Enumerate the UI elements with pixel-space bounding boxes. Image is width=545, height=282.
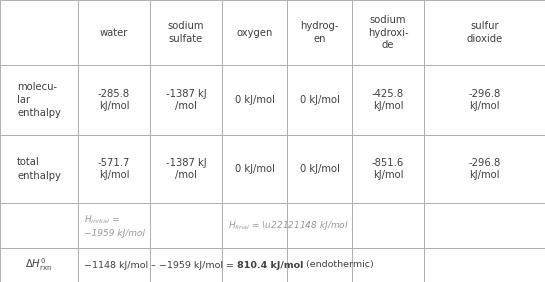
Text: 0 kJ/mol: 0 kJ/mol	[300, 95, 340, 105]
Text: sodium
hydroxi-
de: sodium hydroxi- de	[368, 15, 408, 50]
Text: 810.4 kJ/mol: 810.4 kJ/mol	[237, 261, 304, 270]
Bar	[150, 135, 222, 203]
Text: (endothermic): (endothermic)	[304, 261, 374, 270]
Bar	[287, 248, 352, 282]
Bar	[150, 0, 222, 65]
Bar	[78, 203, 150, 248]
Bar	[424, 203, 545, 248]
Text: 0 kJ/mol: 0 kJ/mol	[234, 164, 275, 174]
Text: -1387 kJ
/mol: -1387 kJ /mol	[166, 158, 207, 180]
Text: $\Delta H^0_\mathregular{rxn}$: $\Delta H^0_\mathregular{rxn}$	[26, 257, 53, 274]
Bar	[78, 248, 150, 282]
Text: $H_\mathregular{final}$ = \u22121148 kJ/mol: $H_\mathregular{final}$ = \u22121148 kJ/…	[228, 219, 349, 232]
Bar	[150, 248, 222, 282]
Bar	[78, 0, 150, 65]
Bar	[150, 65, 222, 135]
Bar	[352, 0, 424, 65]
Text: -1387 kJ
/mol: -1387 kJ /mol	[166, 89, 207, 111]
Bar	[287, 203, 352, 248]
Text: $H_\mathregular{initial}$ =
−1959 kJ/mol: $H_\mathregular{initial}$ = −1959 kJ/mol	[84, 213, 145, 238]
Text: sulfur
dioxide: sulfur dioxide	[467, 21, 502, 44]
Bar	[222, 203, 287, 248]
Text: −1148 kJ/mol – −1959 kJ/mol =: −1148 kJ/mol – −1959 kJ/mol =	[84, 261, 237, 270]
Bar	[0, 203, 78, 248]
Bar	[222, 0, 287, 65]
Bar	[352, 65, 424, 135]
Text: -296.8
kJ/mol: -296.8 kJ/mol	[468, 158, 501, 180]
Bar	[352, 248, 424, 282]
Bar	[78, 135, 150, 203]
Bar	[424, 65, 545, 135]
Text: 0 kJ/mol: 0 kJ/mol	[300, 164, 340, 174]
Bar	[424, 0, 545, 65]
Text: -851.6
kJ/mol: -851.6 kJ/mol	[372, 158, 404, 180]
Bar	[287, 135, 352, 203]
Bar	[222, 248, 287, 282]
Bar	[222, 65, 287, 135]
Text: sodium
sulfate: sodium sulfate	[168, 21, 204, 44]
Text: total
enthalpy: total enthalpy	[17, 157, 61, 180]
Text: -425.8
kJ/mol: -425.8 kJ/mol	[372, 89, 404, 111]
Bar	[150, 203, 222, 248]
Bar	[0, 65, 78, 135]
Text: hydrog-
en: hydrog- en	[300, 21, 339, 44]
Bar	[287, 0, 352, 65]
Bar	[78, 65, 150, 135]
Bar	[0, 135, 78, 203]
Text: -296.8
kJ/mol: -296.8 kJ/mol	[468, 89, 501, 111]
Text: 0 kJ/mol: 0 kJ/mol	[234, 95, 275, 105]
Bar	[222, 135, 287, 203]
Bar	[352, 203, 424, 248]
Bar	[424, 135, 545, 203]
Bar	[287, 65, 352, 135]
Text: oxygen: oxygen	[237, 28, 272, 38]
Bar	[352, 135, 424, 203]
Text: water: water	[100, 28, 128, 38]
Bar	[424, 248, 545, 282]
Bar	[0, 0, 78, 65]
Text: -285.8
kJ/mol: -285.8 kJ/mol	[98, 89, 130, 111]
Text: molecu-
lar
enthalpy: molecu- lar enthalpy	[17, 82, 61, 118]
Bar	[0, 248, 78, 282]
Text: -571.7
kJ/mol: -571.7 kJ/mol	[98, 158, 130, 180]
